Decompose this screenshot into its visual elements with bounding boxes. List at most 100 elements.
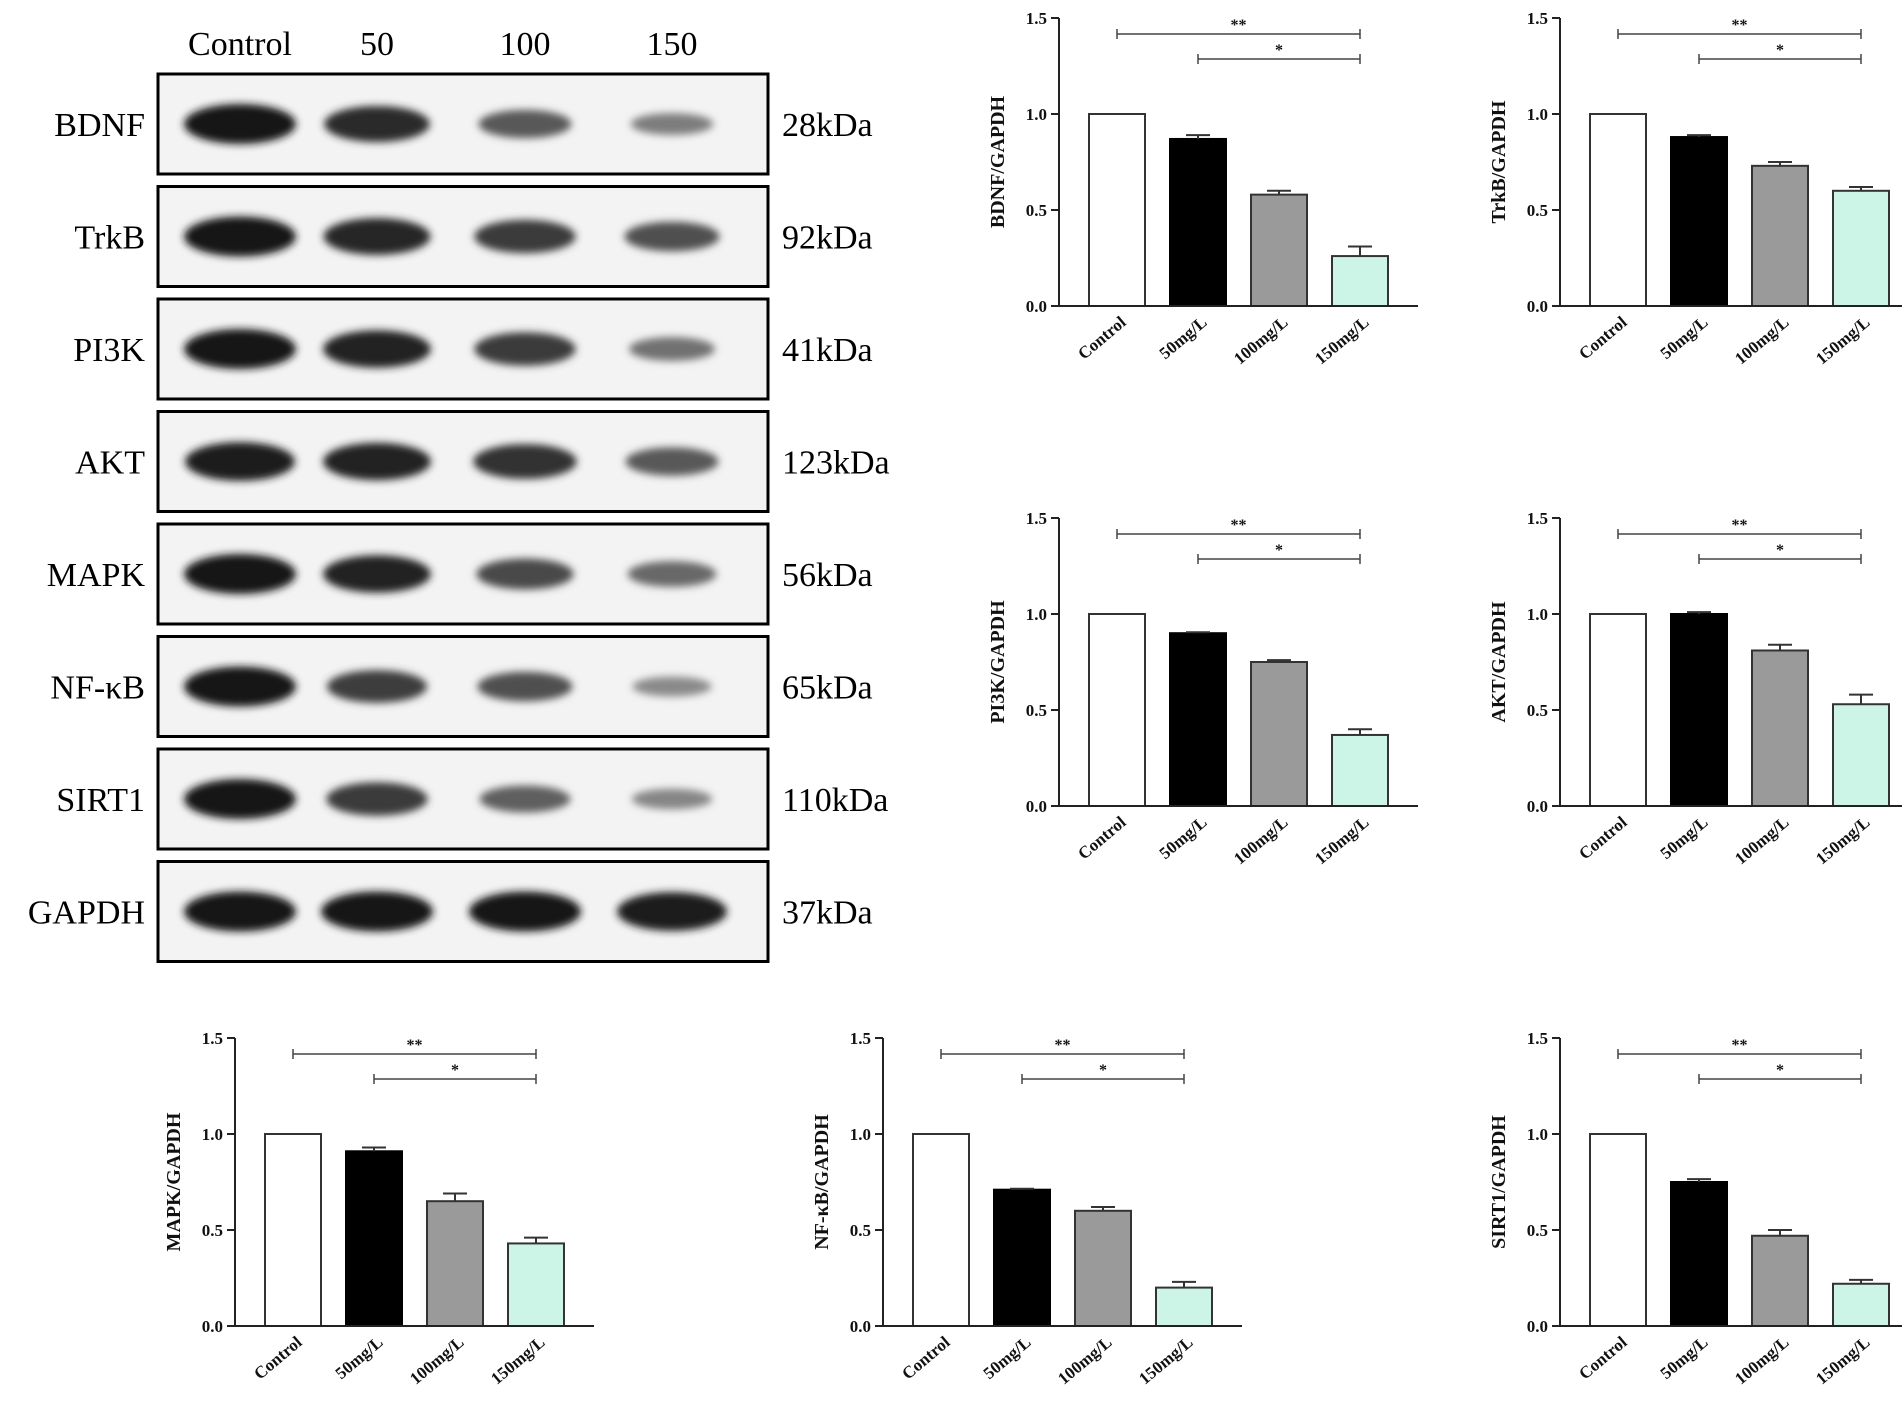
kda-label: 28kDa [782,107,873,144]
y-tick-label: 1.5 [1527,509,1548,528]
blot-band [326,782,428,816]
blot-row: NF-κB 65kDa [50,635,873,738]
y-tick-label: 1.0 [1527,605,1548,624]
blot-band [473,444,577,479]
x-tick-label: Control [1575,1332,1631,1383]
significance-label: * [1275,42,1283,59]
bar-chart: 0.0 0.5 1.0 1.5 BDNF/GAPDH Control 50mg/L 100mg… [987,9,1418,368]
y-tick-label: 1.5 [1026,9,1047,28]
y-tick-label: 0.5 [1026,201,1047,220]
x-tick-label: Control [1575,312,1631,363]
significance-label: * [1099,1062,1107,1079]
blot-band [323,330,431,368]
blot-band [323,218,431,255]
x-tick-label: 150mg/L [1135,1333,1196,1389]
x-tick-label: Control [1074,312,1130,363]
x-tick-label: 150mg/L [1812,313,1873,369]
bar [1589,1133,1647,1327]
blot-row: AKT 123kDa [75,410,890,513]
blot-row: TrkB 92kDa [74,185,873,288]
y-tick-label: 1.5 [1527,9,1548,28]
protein-label: AKT [75,445,145,482]
bar [1589,113,1647,307]
y-axis-label: NF-κB/GAPDH [811,1114,833,1250]
x-tick-label: 100mg/L [406,1333,467,1389]
bar-chart: 0.0 0.5 1.0 1.5 PI3K/GAPDH Control 50mg/L 100mg… [987,509,1418,868]
y-axis-label: AKT/GAPDH [1488,601,1510,723]
protein-label: SIRT1 [56,782,145,819]
x-tick-label: 50mg/L [1156,813,1211,863]
bar [264,1133,322,1327]
blot-band [184,891,296,932]
x-tick-label: 100mg/L [1731,1333,1792,1389]
blot-band [326,670,428,703]
y-tick-label: 1.5 [1026,509,1047,528]
blot-band [184,104,296,144]
y-tick-label: 0.5 [1527,1221,1548,1240]
blot-band [625,447,719,476]
blot-band [321,891,433,932]
bar [1088,613,1146,807]
y-tick-label: 0.0 [202,1317,223,1336]
kda-label: 41kDa [782,332,873,369]
bar [1670,613,1728,807]
significance-label: * [1776,1062,1784,1079]
lane-label: 50 [360,26,394,63]
bar [426,1200,484,1327]
x-tick-label: 100mg/L [1731,313,1792,369]
protein-label: MAPK [47,557,146,594]
significance-label: ** [1732,517,1748,534]
blot-band [478,109,572,139]
bar [1589,613,1647,807]
bar [912,1133,970,1327]
x-tick-label: 50mg/L [1156,313,1211,363]
bar [1155,1286,1213,1327]
significance-label: * [1275,542,1283,559]
blot-band [184,554,296,594]
lane-label: 150 [647,26,698,63]
x-tick-label: 50mg/L [1657,1333,1712,1383]
blot-row: GAPDH 37kDa [28,860,873,963]
bar [1088,113,1146,307]
y-tick-label: 1.0 [1026,105,1047,124]
bar [1670,1181,1728,1327]
significance-label: ** [1055,1037,1071,1054]
kda-label: 56kDa [782,557,873,594]
significance-label: ** [1732,17,1748,34]
kda-label: 110kDa [782,782,888,819]
bar [1832,1282,1890,1328]
protein-label: TrkB [74,220,145,257]
x-tick-label: 50mg/L [1657,813,1712,863]
x-tick-label: 150mg/L [1311,813,1372,869]
x-tick-label: 100mg/L [1230,813,1291,869]
blot-band [184,666,296,707]
y-tick-label: 0.5 [202,1221,223,1240]
bar-chart: 0.0 0.5 1.0 1.5 NF-κB/GAPDH Control 50mg/L 100m… [811,1029,1242,1388]
y-tick-label: 1.0 [1527,1125,1548,1144]
x-tick-label: Control [1575,812,1631,863]
y-tick-label: 0.0 [1026,797,1047,816]
blot-band [184,779,296,819]
bar [1250,193,1308,307]
bar [1751,1234,1809,1328]
blot-band [184,216,296,257]
bar [1832,189,1890,307]
bar [1169,137,1227,307]
blot-band [627,561,717,587]
y-tick-label: 0.0 [1026,297,1047,316]
x-tick-label: Control [250,1332,306,1383]
blot-band [324,105,430,143]
bar-chart: 0.0 0.5 1.0 1.5 SIRT1/GAPDH Control 50mg/L 100m… [1488,1029,1902,1388]
bar [345,1150,403,1328]
y-axis-label: PI3K/GAPDH [987,600,1009,724]
y-tick-label: 0.5 [1527,201,1548,220]
kda-label: 92kDa [782,220,873,257]
kda-label: 37kDa [782,895,873,932]
y-tick-label: 1.0 [202,1125,223,1144]
y-tick-label: 1.0 [850,1125,871,1144]
blot-row: SIRT1 110kDa [56,747,888,851]
significance-label: * [1776,42,1784,59]
bar [1751,164,1809,307]
blot-row: BDNF 28kDa [54,72,873,176]
